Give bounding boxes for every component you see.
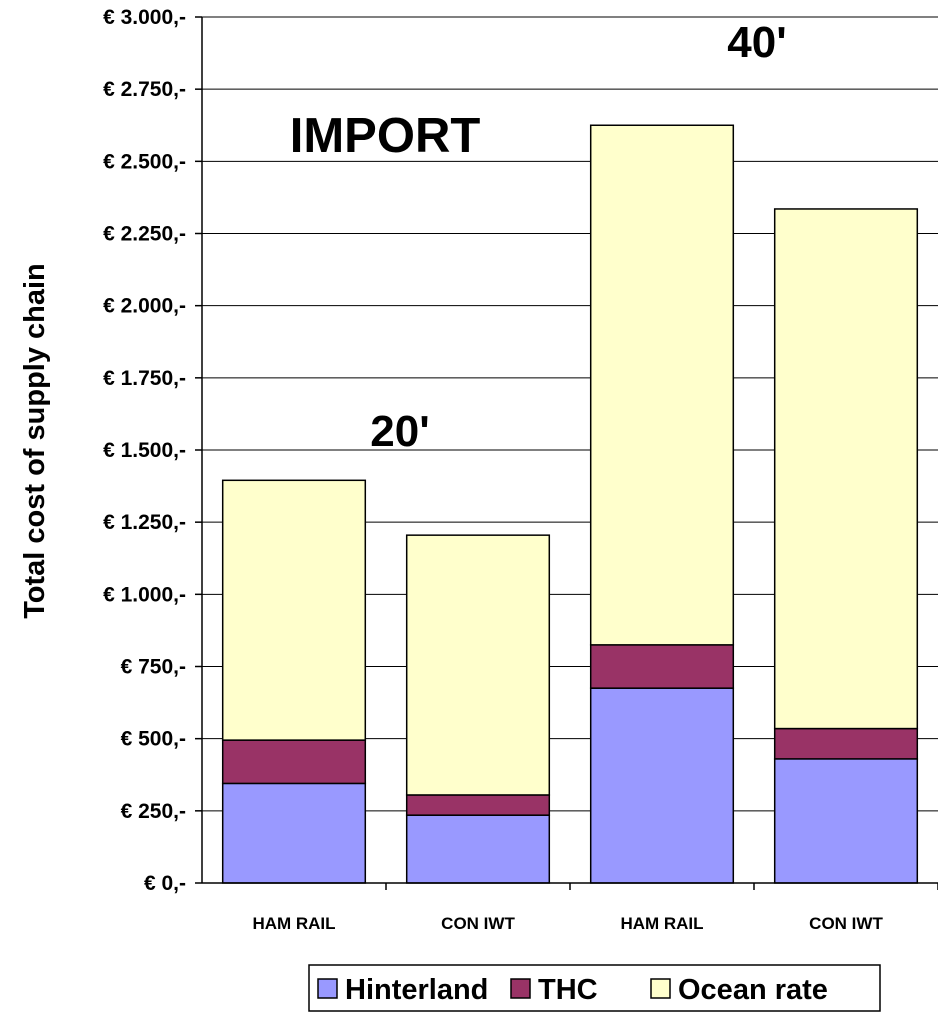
x-axis-categories: HAM RAIL CON IWT HAM RAIL CON IWT — [252, 914, 883, 933]
bar-segment-hinterland — [221, 782, 367, 884]
bar-segment-ocean-rate — [589, 124, 735, 646]
y-tick-label: € 2.000,- — [103, 295, 186, 318]
y-tick-label: € 250,- — [121, 800, 186, 823]
x-category-label: CON IWT — [441, 914, 515, 933]
y-tick-label: € 3.000,- — [103, 6, 186, 29]
legend-swatch-thc — [510, 978, 531, 999]
bars — [221, 124, 919, 884]
legend: Hinterland THC Ocean rate — [308, 964, 881, 1012]
bar-segment-thc — [773, 727, 919, 760]
y-tick-label: € 2.750,- — [103, 78, 186, 101]
bar-segment-thc — [405, 794, 551, 816]
bar-segment-ocean-rate — [221, 479, 367, 741]
bar-segment-thc — [589, 644, 735, 689]
legend-label-thc: THC — [538, 974, 598, 1006]
y-tick-label: € 1.750,- — [103, 367, 186, 390]
legend-label-ocean-rate: Ocean rate — [678, 974, 828, 1006]
y-tick-label: € 1.250,- — [103, 511, 186, 534]
bar-segment-hinterland — [773, 758, 919, 884]
bar-segment-thc — [221, 739, 367, 785]
y-tick-label: € 0,- — [144, 872, 186, 895]
legend-label-hinterland: Hinterland — [345, 974, 488, 1006]
y-tick-label: € 500,- — [121, 728, 186, 751]
y-tick-label: € 2.500,- — [103, 150, 186, 173]
x-category-label: HAM RAIL — [252, 914, 335, 933]
y-axis-ticks: € 0,- € 250,- € 500,- € 750,- € 1.000,- € 1.2… — [103, 6, 202, 895]
bar-segment-ocean-rate — [773, 208, 919, 730]
y-tick-label: € 750,- — [121, 656, 186, 679]
x-category-label: CON IWT — [809, 914, 883, 933]
y-axis-title: Total cost of supply chain — [19, 263, 51, 619]
y-tick-label: € 1.500,- — [103, 439, 186, 462]
legend-swatch-hinterland — [317, 978, 338, 999]
y-tick-label: € 1.000,- — [103, 583, 186, 606]
bar-segment-ocean-rate — [405, 534, 551, 796]
annotation-20ft: 20' — [370, 407, 429, 456]
annotation-import: IMPORT — [290, 109, 481, 163]
x-category-label: HAM RAIL — [620, 914, 703, 933]
y-tick-label: € 2.250,- — [103, 223, 186, 246]
legend-frame — [308, 964, 881, 1012]
bar-segment-hinterland — [405, 814, 551, 884]
bar-segment-hinterland — [589, 687, 735, 884]
legend-swatch-ocean-rate — [650, 978, 671, 999]
annotation-40ft: 40' — [727, 18, 786, 67]
